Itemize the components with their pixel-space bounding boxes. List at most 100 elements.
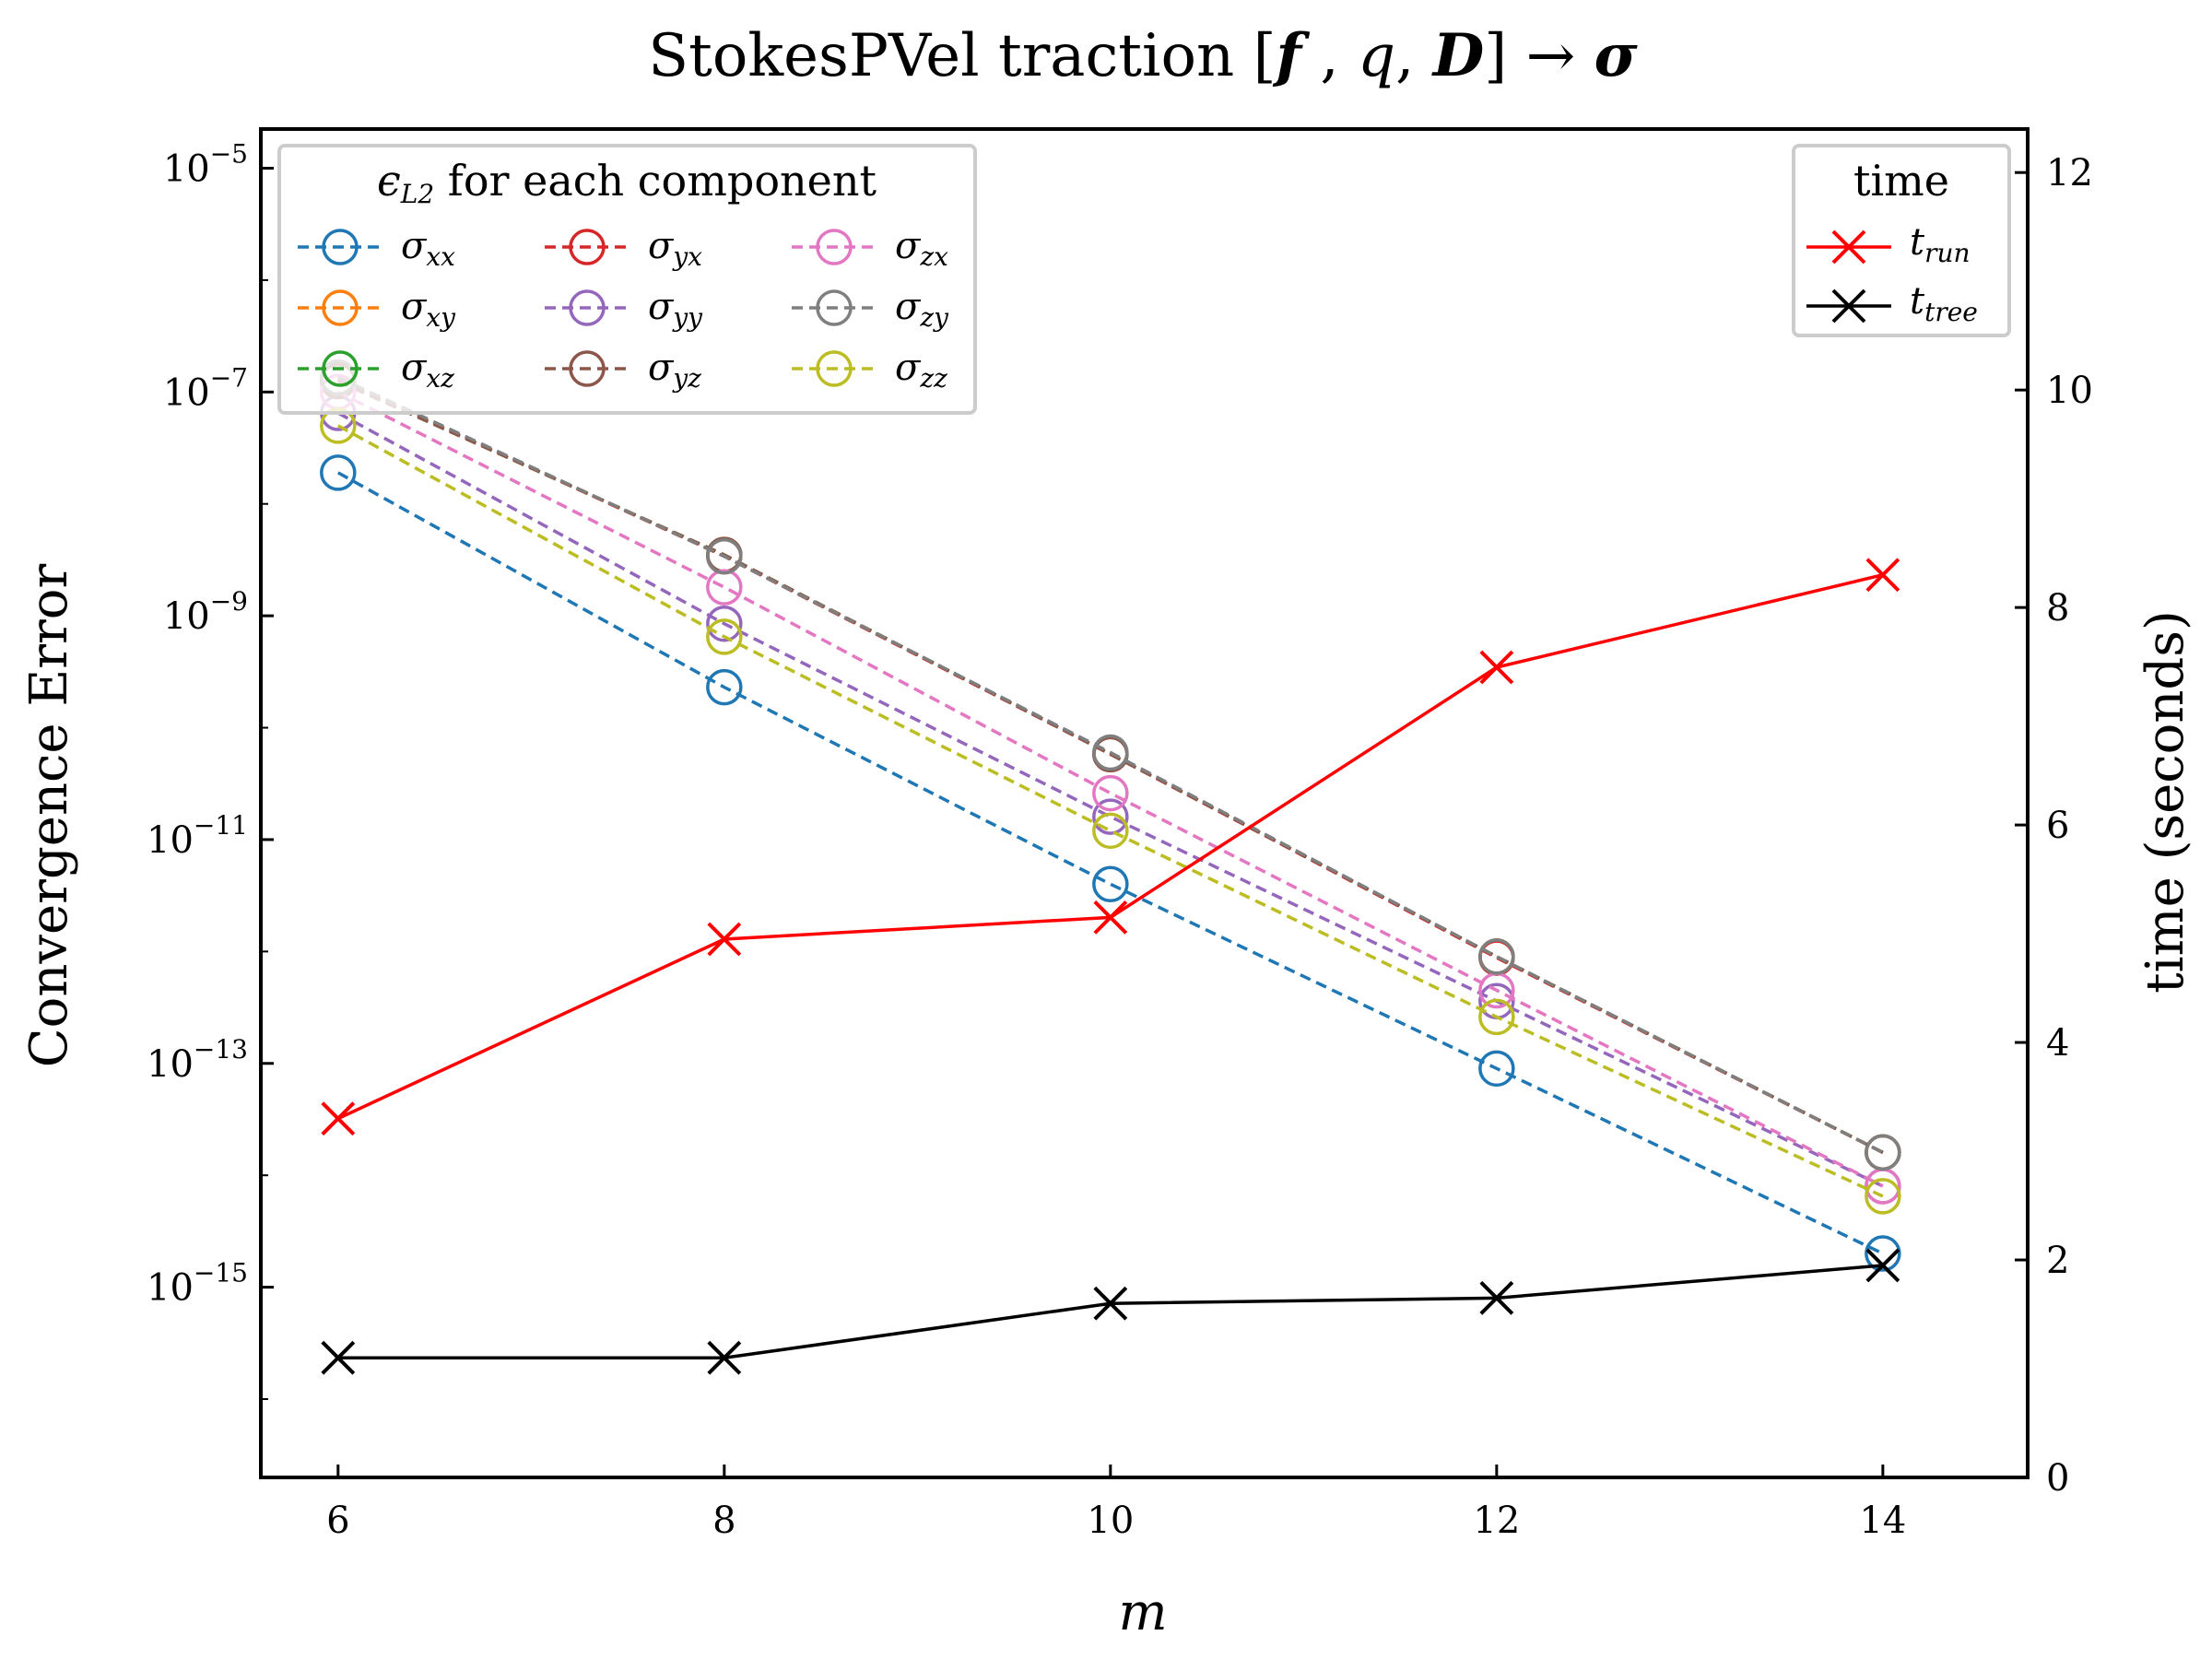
series-sigma-yy — [320, 394, 1901, 1205]
legend-label: σxz — [401, 347, 454, 394]
legend-label: σzz — [895, 347, 947, 394]
series-line-sigma-yx — [337, 377, 1884, 1154]
series-line-sigma-yy — [336, 411, 1884, 1188]
y-axis-right-title: time (seconds) — [2136, 610, 2195, 994]
series-t-tree — [321, 1248, 1900, 1375]
y-right-tick-label: 4 — [2046, 1022, 2069, 1065]
legend-marker — [1831, 288, 1866, 324]
legend-item-t-tree: ttree — [1806, 280, 1978, 327]
data-point-sigma-yy — [1092, 798, 1129, 835]
y-left-tick-label: 10−9 — [163, 586, 248, 638]
chart-title: StokesPVel traction [f , q, D] → σ — [648, 21, 1638, 90]
data-point-t-run — [707, 922, 742, 957]
error-legend: ϵL2 for each component σxx σxy σxz σyx σyy σy… — [277, 144, 977, 415]
y-right-tick-label: 12 — [2046, 152, 2093, 194]
y-left-tick-label: 10−7 — [163, 362, 248, 414]
series-line-sigma-zx — [337, 390, 1884, 1188]
series-t-run — [321, 558, 1900, 1136]
data-point-sigma-zy — [706, 537, 743, 575]
legend-item-sigma-zx: σzx — [792, 225, 948, 272]
y-axis-right-ticks: 0 2 4 6 8 10 12 — [2015, 152, 2093, 1500]
data-point-sigma-zy — [1865, 1134, 1901, 1171]
plot-frame — [259, 127, 2030, 1479]
time-legend-box — [1792, 144, 2011, 337]
y-right-tick-label: 10 — [2046, 370, 2093, 412]
series-line-t-tree — [337, 1264, 1884, 1359]
data-point-sigma-xx — [1865, 1235, 1901, 1272]
series-line-sigma-xy — [337, 379, 1884, 1154]
data-point-sigma-zy — [1478, 938, 1515, 975]
x-tick-label: 14 — [1859, 1500, 1906, 1542]
y-right-tick-label: 6 — [2046, 805, 2069, 847]
series-line-sigma-yz — [337, 379, 1884, 1154]
legend-item-sigma-xy: σxy — [298, 286, 456, 333]
y-right-tick-label: 2 — [2046, 1240, 2069, 1282]
data-point-t-run — [321, 1101, 356, 1136]
data-point-t-run — [1093, 900, 1128, 935]
legend-item-t-run: trun — [1806, 221, 1971, 268]
x-tick-label: 8 — [712, 1500, 735, 1542]
time-legend: time trun ttree — [1792, 144, 2011, 337]
data-point-sigma-xx — [1478, 1050, 1515, 1088]
y-right-tick-label: 8 — [2046, 587, 2069, 629]
series-line-sigma-zz — [336, 424, 1884, 1198]
legend-label: σxx — [401, 225, 455, 272]
series-sigma-zy — [320, 359, 1901, 1171]
data-point-t-run — [1479, 650, 1514, 685]
time-legend-title: time — [1853, 156, 1949, 206]
data-point-sigma-xx — [706, 668, 743, 706]
legend-label: σxy — [401, 286, 456, 333]
data-point-t-tree — [707, 1340, 742, 1375]
data-point-sigma-zz — [1478, 998, 1515, 1036]
legend-label: σyx — [648, 225, 702, 272]
series-line-sigma-zy — [337, 375, 1884, 1154]
legend-item-sigma-xz: σxz — [298, 347, 454, 394]
series-sigma-xy — [320, 362, 1901, 1171]
series-sigma-zz — [320, 407, 1901, 1215]
y-left-tick-label: 10−15 — [147, 1258, 248, 1310]
legend-item-sigma-zy: σzy — [792, 286, 949, 333]
series-line-sigma-xx — [336, 471, 1884, 1255]
x-axis-title: m — [1118, 1583, 1167, 1642]
data-point-sigma-xx — [1092, 865, 1129, 903]
series-sigma-yz — [320, 362, 1901, 1171]
legend-item-sigma-yx: σyx — [545, 225, 702, 272]
legend-label: σzy — [895, 286, 949, 333]
data-point-t-tree — [321, 1340, 356, 1375]
data-point-t-tree — [1865, 1248, 1900, 1283]
legend-label: ttree — [1910, 280, 1978, 327]
series-sigma-xx — [320, 454, 1901, 1272]
data-point-t-tree — [1093, 1286, 1128, 1321]
x-tick-label: 10 — [1087, 1500, 1134, 1542]
x-tick-label: 6 — [326, 1500, 349, 1542]
legend-item-sigma-xx: σxx — [298, 225, 455, 272]
data-point-sigma-zz — [1092, 812, 1129, 850]
series-layer — [320, 359, 1901, 1375]
data-point-sigma-zy — [1092, 734, 1129, 771]
error-legend-box — [277, 144, 977, 415]
y-axis-left-title: Convergence Error — [19, 564, 79, 1068]
data-point-sigma-zx — [1092, 774, 1129, 812]
y-right-tick-label: 0 — [2046, 1457, 2069, 1500]
data-point-sigma-zx — [706, 569, 743, 606]
y-left-tick-label: 10−11 — [147, 810, 248, 862]
x-axis-ticks: 6 8 10 12 14 — [326, 1465, 1906, 1542]
series-line-sigma-xz — [337, 379, 1884, 1154]
legend-label: σyz — [648, 347, 701, 394]
y-left-tick-label: 10−13 — [147, 1034, 248, 1086]
series-sigma-zx — [320, 373, 1901, 1205]
legend-item-sigma-yz: σyz — [545, 347, 701, 394]
legend-marker — [1831, 229, 1866, 265]
legend-item-sigma-zz: σzz — [792, 347, 947, 394]
series-sigma-xz — [320, 362, 1901, 1171]
data-point-sigma-yy — [706, 605, 743, 642]
error-legend-title: ϵL2 for each component — [377, 156, 877, 209]
legend-label: trun — [1910, 221, 1971, 268]
x-tick-label: 12 — [1473, 1500, 1520, 1542]
series-sigma-yx — [320, 360, 1901, 1171]
legend-item-sigma-yy: σyy — [545, 286, 703, 333]
y-left-tick-label: 10−5 — [163, 138, 248, 190]
data-point-sigma-zz — [1865, 1178, 1901, 1215]
data-point-t-tree — [1479, 1280, 1514, 1315]
legend-label: σzx — [895, 225, 948, 272]
